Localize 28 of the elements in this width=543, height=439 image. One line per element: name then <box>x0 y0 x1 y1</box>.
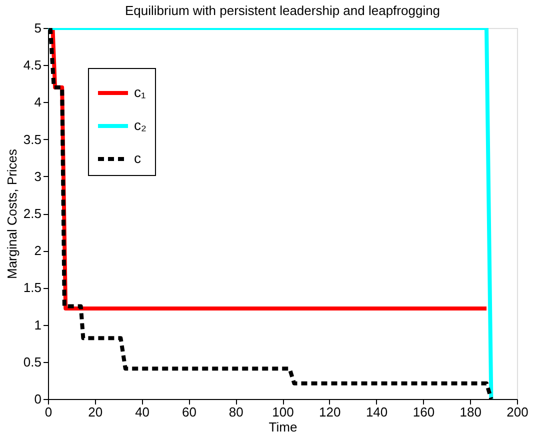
y-tick-label: 4.5 <box>23 58 42 73</box>
x-tick-label: 140 <box>366 404 388 420</box>
x-tick-label: 0 <box>44 404 52 420</box>
x-tick-label: 200 <box>506 404 528 420</box>
x-tick-label: 20 <box>88 404 103 420</box>
y-axis-title: Marginal Costs, Prices <box>4 148 20 280</box>
chart-title: Equilibrium with persistent leadership and leapfrogging <box>124 3 440 18</box>
y-tick-label: 4 <box>34 94 42 110</box>
y-tick-label: 0.5 <box>23 354 42 370</box>
x-tick-label: 60 <box>182 404 196 420</box>
y-tick-label: 1 <box>34 317 42 332</box>
x-axis-title: Time <box>268 420 298 434</box>
x-tick-label: 80 <box>228 404 244 420</box>
legend-label: c₁ <box>134 84 146 100</box>
y-tick-label: 3 <box>34 168 42 184</box>
legend-label: c <box>134 150 141 166</box>
x-tick-label: 160 <box>412 404 435 420</box>
x-tick-label: 180 <box>460 404 482 420</box>
x-tick-label: 100 <box>272 404 294 420</box>
x-tick-label: 120 <box>319 404 341 420</box>
x-tick-label: 40 <box>135 404 150 420</box>
y-tick-label: 5 <box>34 20 42 36</box>
y-tick-label: 0 <box>34 392 42 406</box>
legend-label: c₂ <box>134 117 146 133</box>
y-tick-label: 3.5 <box>23 132 42 147</box>
y-tick-label: 1.5 <box>23 280 42 296</box>
y-tick-label: 2 <box>34 243 42 258</box>
y-tick-label: 2.5 <box>23 206 42 221</box>
